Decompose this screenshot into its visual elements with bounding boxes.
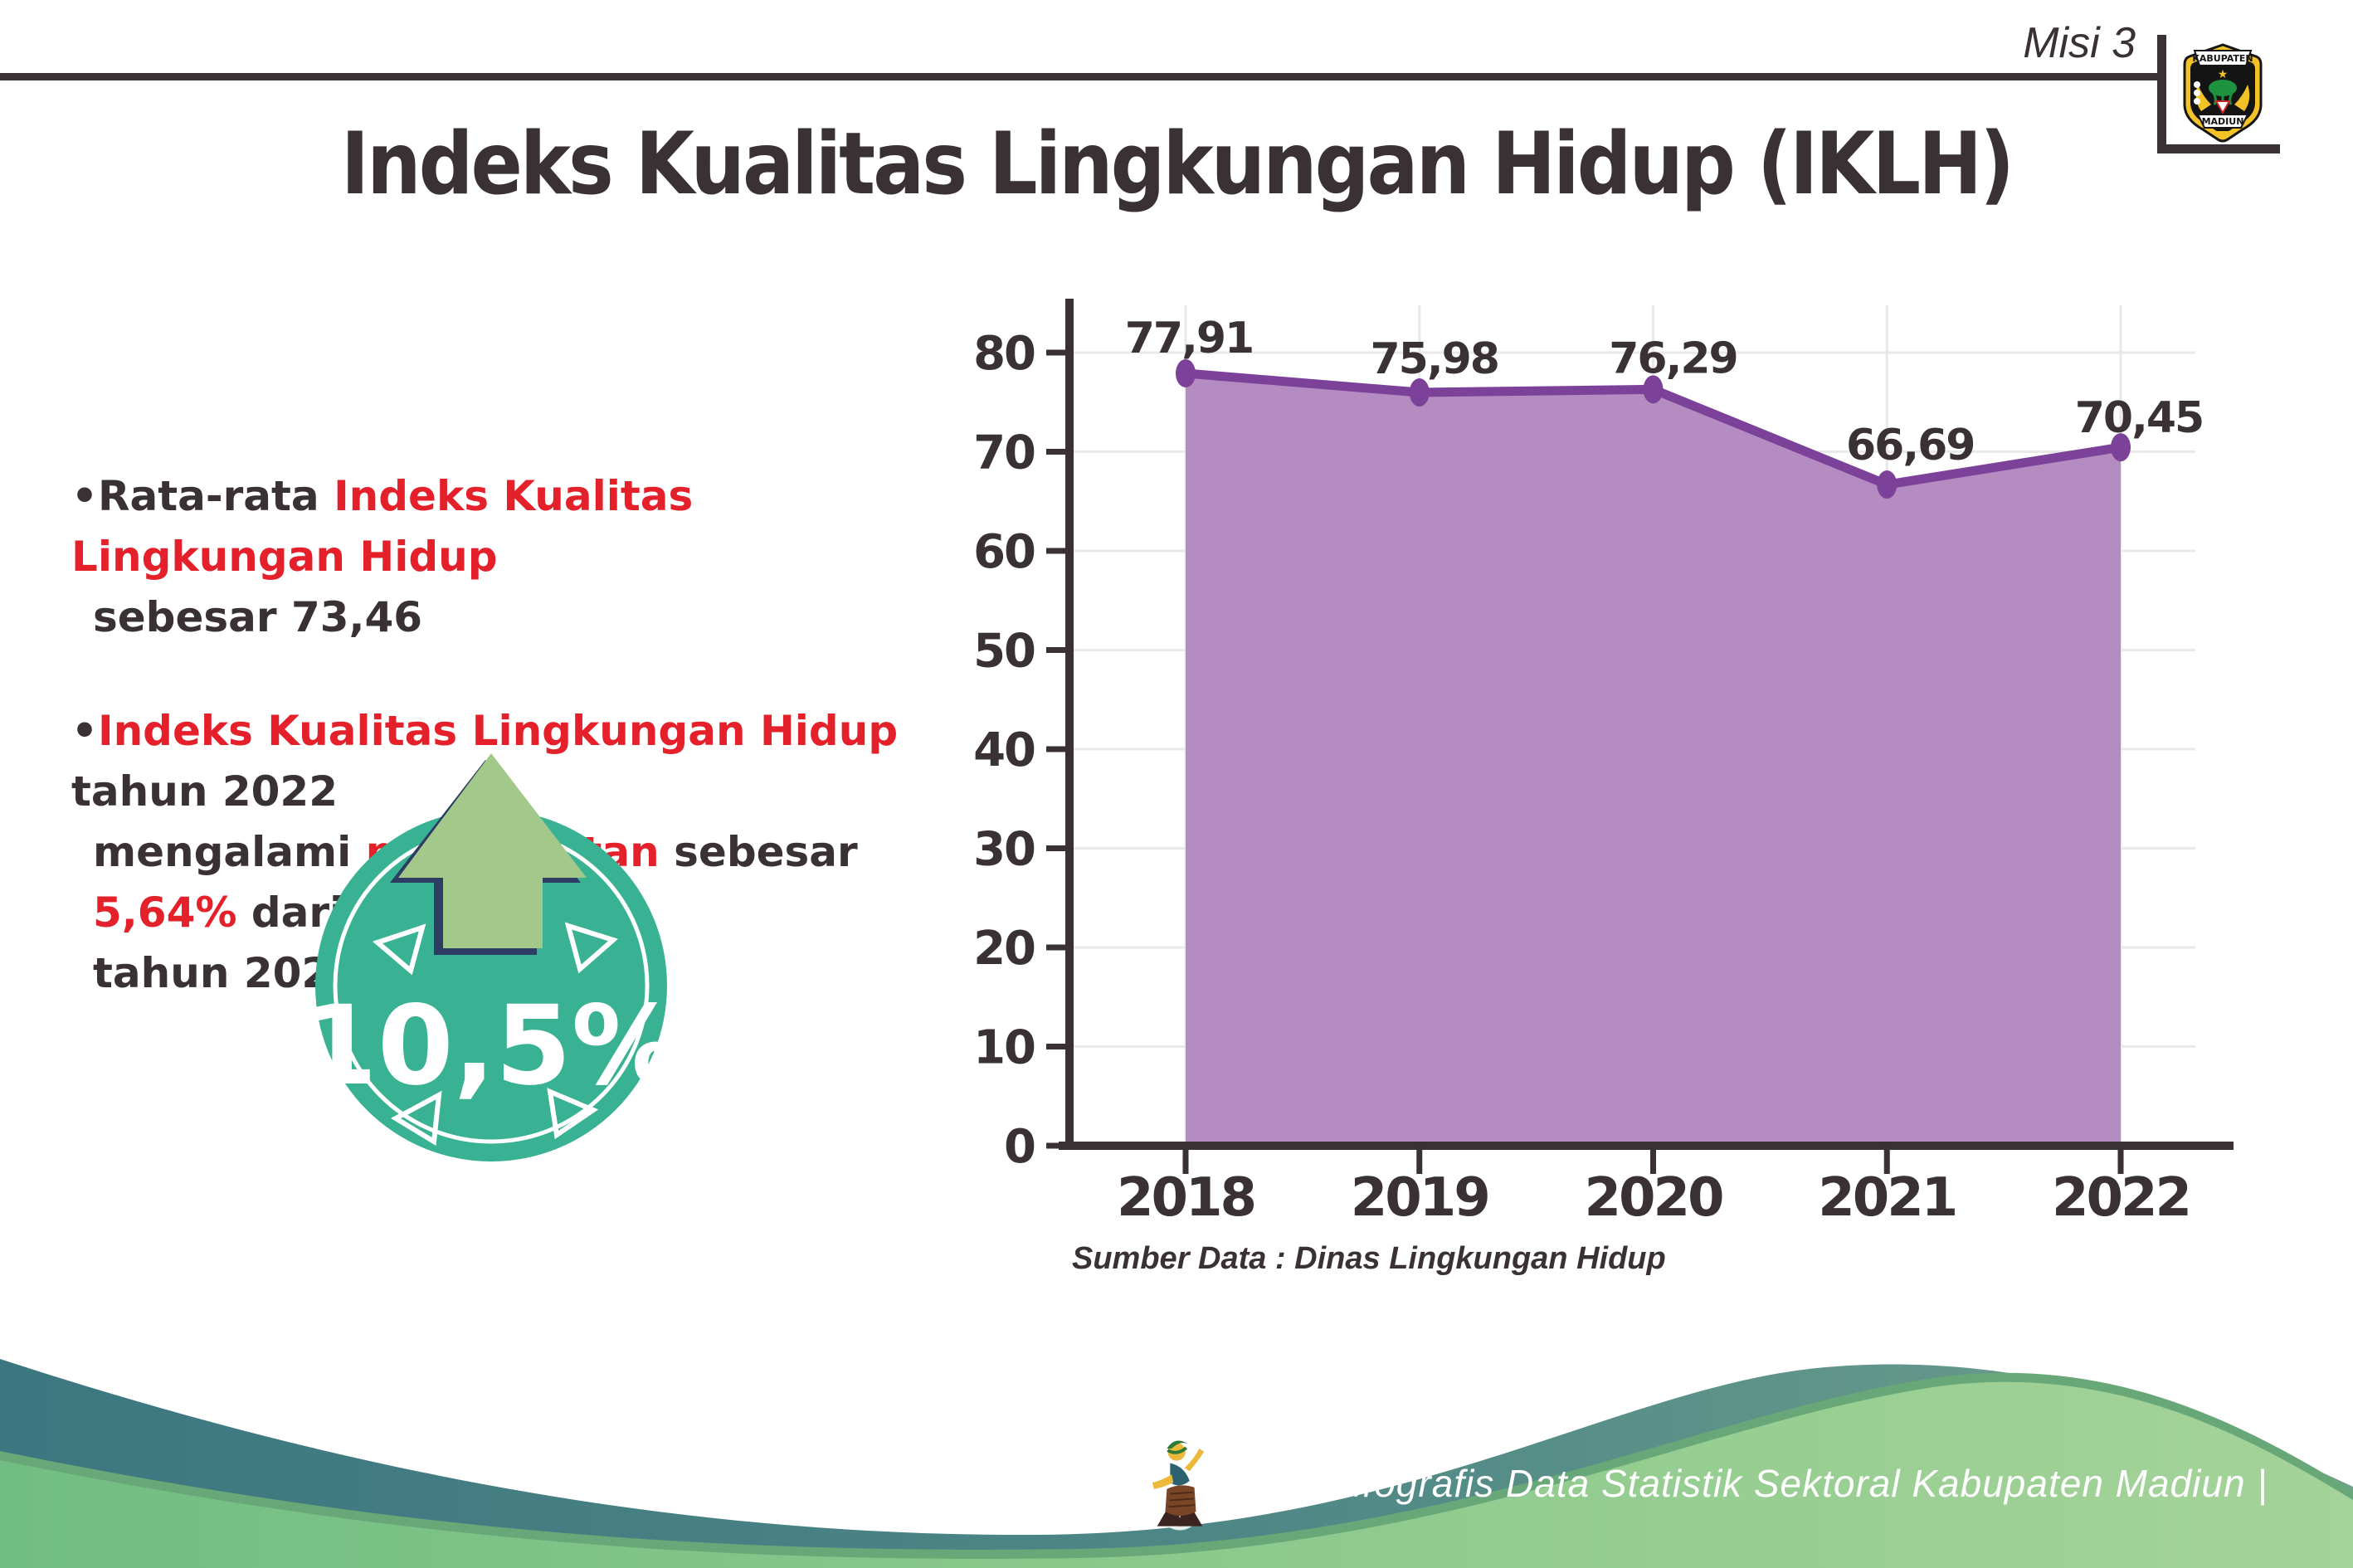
footer-green-wave: [0, 1381, 2353, 1568]
x-tick-label: 2020: [1584, 1167, 1722, 1229]
y-tick-label: 10: [973, 1021, 1035, 1075]
badge-triangle-upper-right: [564, 922, 618, 974]
data-point: [1176, 358, 1196, 387]
badge-value: 10,5%: [301, 982, 681, 1110]
y-tick-label: 50: [973, 625, 1035, 679]
bullet-2-line2-mid: sebesar: [659, 828, 858, 876]
mission-label: Misi 3: [2023, 19, 2136, 67]
y-axis: [1065, 299, 1074, 1150]
data-point: [1643, 375, 1664, 404]
bullet-1-prefix: Rata-rata: [97, 472, 334, 520]
increase-badge: 10,5%: [301, 753, 681, 1161]
up-arrow-icon: [398, 753, 587, 948]
footer-caption: Media Infografis Data Statistik Sektoral…: [1210, 1462, 2268, 1505]
mascot-left-arm: [1152, 1474, 1174, 1489]
seal-ornament: [2214, 131, 2231, 139]
bullet-2-highlight-3: 5,64%: [93, 889, 237, 937]
data-point: [1877, 470, 1898, 499]
x-tick-label: 2021: [1818, 1167, 1956, 1229]
iklh-area-chart: 77,91 75,98 76,29 66,69 70,45 0 10 20 30 40 50 60 70…: [973, 299, 2234, 1229]
y-tick-label: 40: [973, 723, 1035, 777]
mascot-right-arm: [1184, 1449, 1205, 1472]
badge-circle: [315, 810, 667, 1161]
seal-top-banner-text: KABUPATEN: [2192, 53, 2253, 64]
seal-cotton-1: [2194, 81, 2200, 88]
bullet-1-line-1: •Rata-rata Indeks Kualitas Lingkungan Hi…: [71, 466, 934, 587]
bullet-glyph: •: [71, 472, 98, 520]
kabupaten-madiun-seal-icon: KABUPATEN ★ MADIUN: [2183, 43, 2263, 143]
mascot-skirt-pattern: [1168, 1491, 1195, 1508]
seal-bottom-banner-text: MADIUN: [2202, 116, 2244, 127]
seal-center-pennant: [2214, 100, 2231, 115]
value-label: 75,98: [1371, 334, 1498, 384]
mascot-sash: [1170, 1463, 1190, 1486]
y-tick-label: 60: [973, 525, 1035, 579]
chart-source-note: Sumber Data : Dinas Lingkungan Hidup: [1072, 1241, 1666, 1276]
summary-bullets: •Rata-rata Indeks Kualitas Lingkungan Hi…: [71, 466, 934, 1004]
bullet-1-line-2: sebesar 73,46: [93, 593, 423, 641]
value-label: 66,69: [1846, 421, 1974, 470]
page-title: Indeks Kualitas Lingkungan Hidup (IKLH): [340, 114, 2014, 214]
data-point: [1409, 378, 1430, 407]
bullet-2-rest-1: tahun 2022: [71, 767, 338, 816]
data-point: [2111, 433, 2131, 462]
y-tick-label: 30: [973, 823, 1035, 877]
x-tick-label: 2018: [1117, 1167, 1254, 1229]
seal-cotton-2: [2194, 90, 2200, 96]
x-tick-label: 2019: [1351, 1167, 1488, 1229]
badge-triangle-lower-left: [390, 1090, 442, 1147]
logo-corner-bracket-vertical: [2157, 35, 2166, 153]
bullet-1-highlight: Indeks Kualitas Lingkungan Hidup: [71, 472, 694, 581]
mascot-hat-brim: [1167, 1446, 1188, 1454]
badge-triangle-lower-right: [547, 1088, 599, 1140]
value-label: 77,91: [1125, 314, 1253, 363]
bullet-2-line-1: •Indeks Kualitas Lingkungan Hidup tahun …: [71, 701, 934, 822]
badge-triangle-upper-left: [373, 923, 426, 976]
seal-cotton-3: [2194, 98, 2200, 105]
y-tick-label: 70: [973, 426, 1035, 480]
bullet-2-line-3: tahun 2021: [93, 949, 359, 997]
logo-corner-bracket-horizontal: [2157, 144, 2280, 153]
seal-top-banner: [2193, 50, 2253, 66]
area-fill: [1186, 373, 2121, 1145]
x-axis: [1059, 1142, 2234, 1150]
seal-right-wing: [2234, 85, 2250, 111]
x-tick-label: 2022: [2052, 1167, 2190, 1229]
bullet-2-line2-pre: mengalami: [93, 828, 366, 876]
y-tick-label: 80: [973, 327, 1035, 381]
value-label: 70,45: [2075, 393, 2203, 443]
bullet-glyph: •: [71, 707, 98, 755]
footer-wave: [0, 1359, 2353, 1568]
bullet-average-iklh: •Rata-rata Indeks Kualitas Lingkungan Hi…: [71, 466, 934, 648]
y-tick-label: 20: [973, 922, 1035, 976]
mascot-hat: [1167, 1440, 1188, 1449]
y-tick-label: 0: [1004, 1120, 1035, 1174]
bullet-2-highlight-1: Indeks Kualitas Lingkungan Hidup: [97, 707, 899, 755]
seal-bottom-banner: [2196, 114, 2249, 129]
value-label: 76,29: [1609, 334, 1737, 383]
header-rule: [0, 73, 2161, 80]
seal-star-icon: ★: [2218, 68, 2229, 81]
dancer-mascot-icon: [1149, 1438, 1211, 1531]
seal-tree-canopy: [2209, 80, 2237, 96]
